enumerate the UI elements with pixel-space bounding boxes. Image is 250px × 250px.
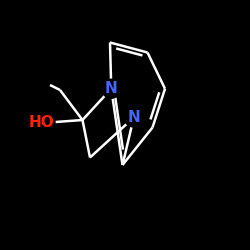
- Text: HO: HO: [28, 115, 54, 130]
- Circle shape: [124, 108, 143, 127]
- Text: N: N: [128, 110, 140, 125]
- Circle shape: [28, 109, 55, 136]
- Circle shape: [102, 79, 121, 98]
- Text: N: N: [105, 81, 118, 96]
